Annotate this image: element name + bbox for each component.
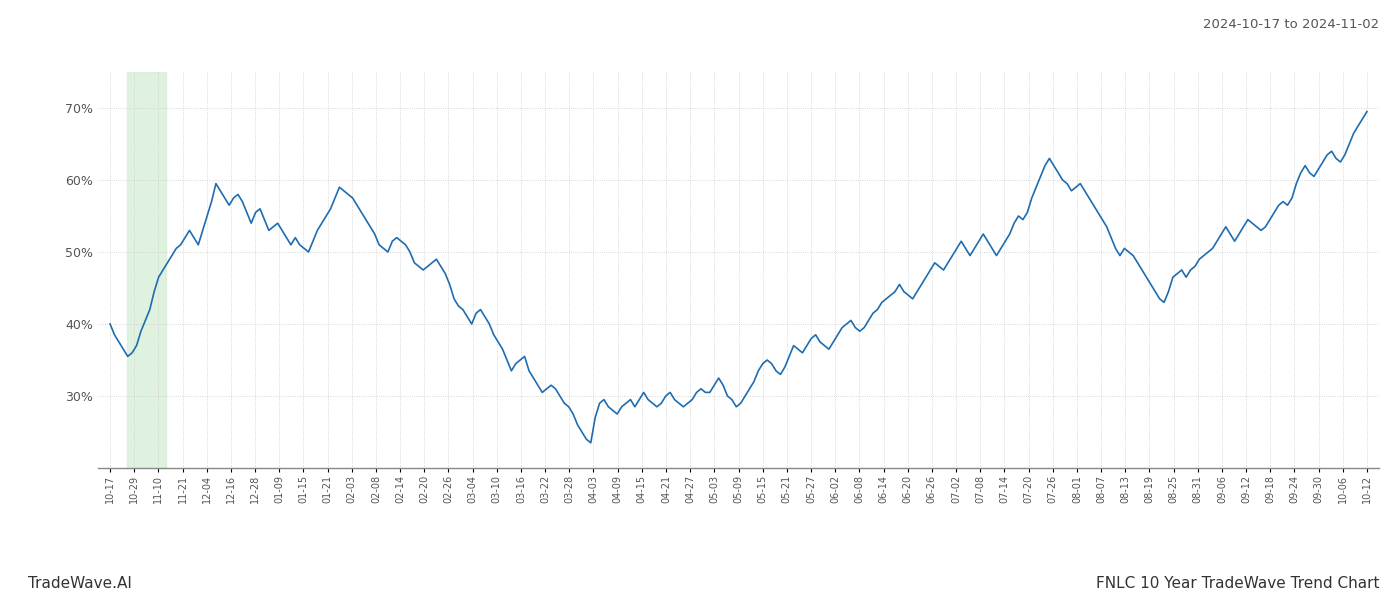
Bar — [127, 72, 165, 468]
Text: TradeWave.AI: TradeWave.AI — [28, 576, 132, 591]
Text: 2024-10-17 to 2024-11-02: 2024-10-17 to 2024-11-02 — [1203, 18, 1379, 31]
Text: FNLC 10 Year TradeWave Trend Chart: FNLC 10 Year TradeWave Trend Chart — [1095, 576, 1379, 591]
